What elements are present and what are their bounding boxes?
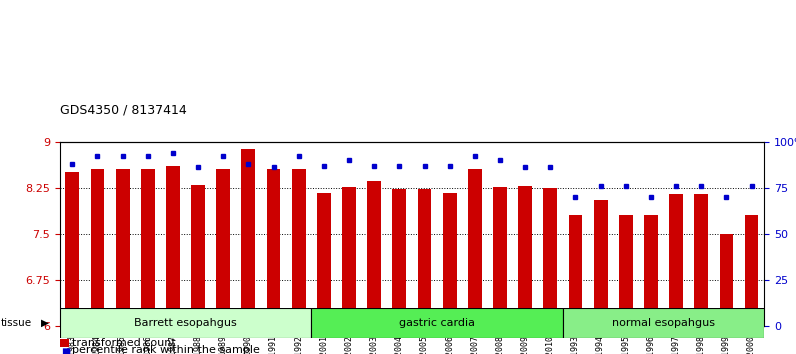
Bar (141, 169, 154, 326)
Text: percentile rank within the sample: percentile rank within the sample (72, 346, 260, 354)
Text: transformed count: transformed count (72, 338, 176, 348)
Text: GDS4350 / 8137414: GDS4350 / 8137414 (60, 104, 186, 117)
Bar (745, 215, 759, 326)
Bar (468, 169, 482, 326)
Bar (311, 308, 563, 338)
Bar (594, 200, 607, 326)
Bar (191, 184, 205, 326)
Bar (367, 182, 381, 326)
Bar (720, 234, 733, 326)
Bar (392, 189, 406, 326)
Bar (292, 169, 306, 326)
Bar (493, 187, 507, 326)
Text: ▶: ▶ (41, 318, 49, 328)
Bar (60, 308, 311, 338)
Bar (618, 215, 633, 326)
Bar (644, 215, 657, 326)
Bar (166, 166, 180, 326)
Text: Barrett esopahgus: Barrett esopahgus (134, 318, 237, 328)
Text: ■: ■ (60, 347, 70, 354)
Bar (241, 149, 256, 326)
Bar (563, 308, 764, 338)
Bar (267, 169, 280, 326)
Bar (443, 193, 457, 326)
Text: normal esopahgus: normal esopahgus (612, 318, 715, 328)
Text: tissue: tissue (1, 318, 32, 328)
Bar (568, 215, 583, 326)
Bar (694, 194, 708, 326)
Bar (518, 186, 532, 326)
Bar (342, 187, 356, 326)
Bar (317, 193, 331, 326)
Text: gastric cardia: gastric cardia (399, 318, 475, 328)
Bar (65, 172, 79, 326)
Bar (669, 194, 683, 326)
Bar (91, 169, 104, 326)
Bar (217, 169, 230, 326)
Bar (418, 189, 431, 326)
Bar (115, 169, 130, 326)
Bar (544, 188, 557, 326)
